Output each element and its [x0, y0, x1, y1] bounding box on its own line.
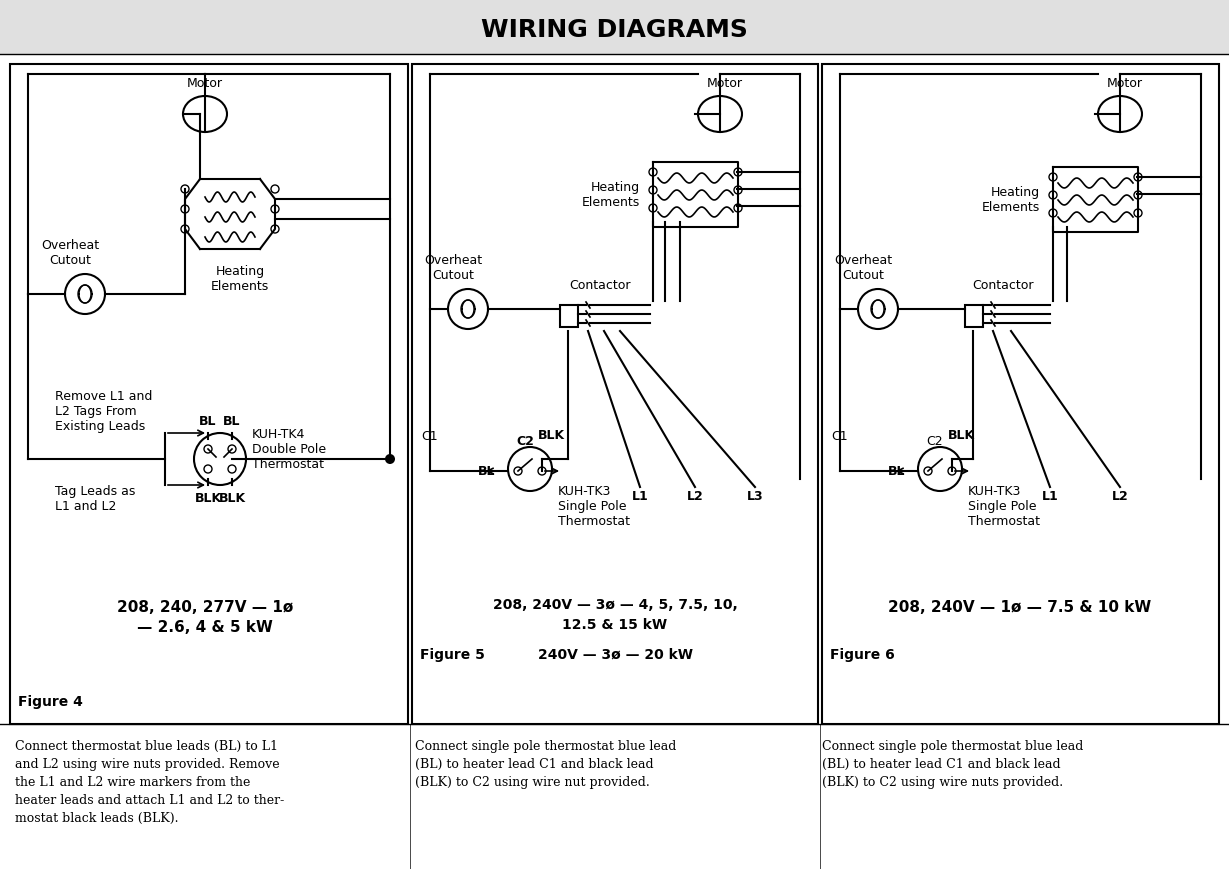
- Text: Motor: Motor: [187, 77, 222, 90]
- Text: C2: C2: [927, 434, 944, 448]
- Text: Contactor: Contactor: [972, 279, 1034, 292]
- Text: BL: BL: [199, 415, 216, 428]
- Text: 208, 240V — 3ø — 4, 5, 7.5, 10,: 208, 240V — 3ø — 4, 5, 7.5, 10,: [493, 597, 737, 611]
- Text: Heating
Elements: Heating Elements: [982, 186, 1040, 214]
- Text: 208, 240, 277V — 1ø: 208, 240, 277V — 1ø: [117, 600, 294, 614]
- Text: BLK: BLK: [948, 428, 975, 441]
- Text: Remove L1 and
L2 Tags From
Existing Leads: Remove L1 and L2 Tags From Existing Lead…: [55, 389, 152, 433]
- Text: 240V — 3ø — 20 kW: 240V — 3ø — 20 kW: [537, 647, 692, 661]
- Text: KUH-TK4
Double Pole
Thermostat: KUH-TK4 Double Pole Thermostat: [252, 428, 326, 471]
- Text: C1: C1: [422, 429, 439, 442]
- Text: L1: L1: [632, 489, 649, 502]
- Text: 12.5 & 15 kW: 12.5 & 15 kW: [563, 617, 667, 631]
- Text: Figure 4: Figure 4: [18, 694, 82, 708]
- Text: BLK: BLK: [219, 492, 246, 504]
- Text: Figure 6: Figure 6: [830, 647, 895, 661]
- Text: 208, 240V — 1ø — 7.5 & 10 kW: 208, 240V — 1ø — 7.5 & 10 kW: [889, 600, 1152, 614]
- Text: Overheat
Cutout: Overheat Cutout: [41, 239, 100, 267]
- Text: — 2.6, 4 & 5 kW: — 2.6, 4 & 5 kW: [138, 620, 273, 634]
- Text: Connect single pole thermostat blue lead
(BL) to heater lead C1 and black lead
(: Connect single pole thermostat blue lead…: [822, 740, 1084, 788]
- Text: WIRING DIAGRAMS: WIRING DIAGRAMS: [481, 18, 747, 42]
- Text: KUH-TK3
Single Pole
Thermostat: KUH-TK3 Single Pole Thermostat: [558, 484, 630, 527]
- Text: Heating
Elements: Heating Elements: [581, 181, 640, 209]
- Text: KUH-TK3
Single Pole
Thermostat: KUH-TK3 Single Pole Thermostat: [968, 484, 1040, 527]
- Text: L1: L1: [1042, 489, 1058, 502]
- Text: BLK: BLK: [538, 428, 565, 441]
- Text: Figure 5: Figure 5: [420, 647, 485, 661]
- Text: L2: L2: [687, 489, 703, 502]
- Text: BLK: BLK: [194, 492, 221, 504]
- Bar: [412, 65, 819, 724]
- Text: Contactor: Contactor: [569, 279, 630, 292]
- Bar: [0, 0, 1229, 55]
- Text: BL: BL: [887, 465, 905, 478]
- Text: C2: C2: [516, 434, 533, 448]
- Text: Connect single pole thermostat blue lead
(BL) to heater lead C1 and black lead
(: Connect single pole thermostat blue lead…: [415, 740, 676, 788]
- Text: L2: L2: [1111, 489, 1128, 502]
- Bar: [822, 65, 1219, 724]
- Text: BL: BL: [478, 465, 495, 478]
- Text: Heating
Elements: Heating Elements: [211, 265, 269, 293]
- Bar: [965, 306, 983, 328]
- Text: BL: BL: [224, 415, 241, 428]
- Text: C1: C1: [832, 429, 848, 442]
- Text: L3: L3: [747, 489, 763, 502]
- Text: Overheat
Cutout: Overheat Cutout: [424, 254, 482, 282]
- Text: Motor: Motor: [707, 77, 744, 90]
- Text: Overheat
Cutout: Overheat Cutout: [834, 254, 892, 282]
- Text: Tag Leads as
L1 and L2: Tag Leads as L1 and L2: [55, 484, 135, 513]
- Bar: [560, 306, 578, 328]
- Circle shape: [385, 454, 395, 464]
- Bar: [10, 65, 408, 724]
- Text: Motor: Motor: [1107, 77, 1143, 90]
- Text: Connect thermostat blue leads (BL) to L1
and L2 using wire nuts provided. Remove: Connect thermostat blue leads (BL) to L1…: [15, 740, 284, 824]
